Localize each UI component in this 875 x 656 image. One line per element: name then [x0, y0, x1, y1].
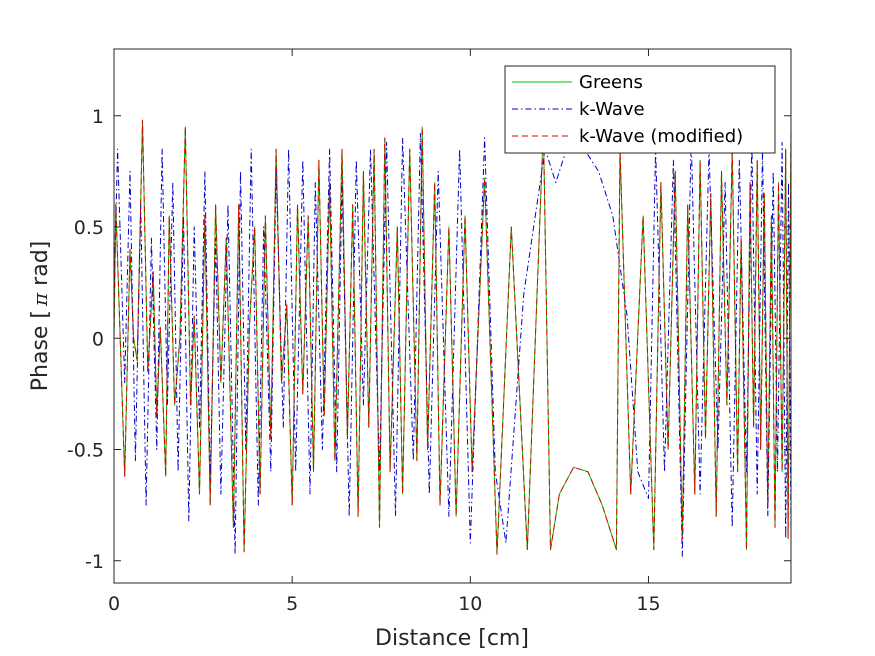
series-line-k-wave-modified [114, 119, 791, 555]
y-axis-label: Phase [ π rad] [28, 241, 53, 392]
x-axis-label: Distance [cm] [375, 626, 529, 651]
legend: Greens k-Wave k-Wave (modified) [504, 65, 776, 154]
tick-layer: 0 5 10 15 -1 -0.5 0 0.5 1 [67, 49, 791, 615]
y-tick-label: 1 [92, 106, 104, 128]
y-tick-label: 0 [92, 328, 104, 350]
x-tick-label: 10 [458, 593, 482, 615]
y-tick-label: -0.5 [67, 440, 104, 462]
legend-label-kwave: k-Wave [579, 99, 645, 120]
series-layer [114, 119, 791, 557]
x-tick-label: 15 [636, 593, 660, 615]
y-tick-label: -1 [85, 551, 104, 573]
series-line-k-wave [114, 133, 791, 557]
axes-box [113, 48, 792, 584]
legend-label-kwave-modified: k-Wave (modified) [579, 126, 743, 147]
legend-label-greens: Greens [579, 72, 643, 93]
y-tick-label: 0.5 [74, 217, 104, 239]
legend-box [504, 65, 776, 154]
y-axis-label-prefix: Phase [ [28, 310, 53, 391]
y-axis-label-suffix: rad] [28, 241, 53, 293]
x-tick-label: 0 [108, 593, 120, 615]
x-tick-label: 5 [286, 593, 298, 615]
y-axis-label-pi: π [28, 292, 52, 307]
